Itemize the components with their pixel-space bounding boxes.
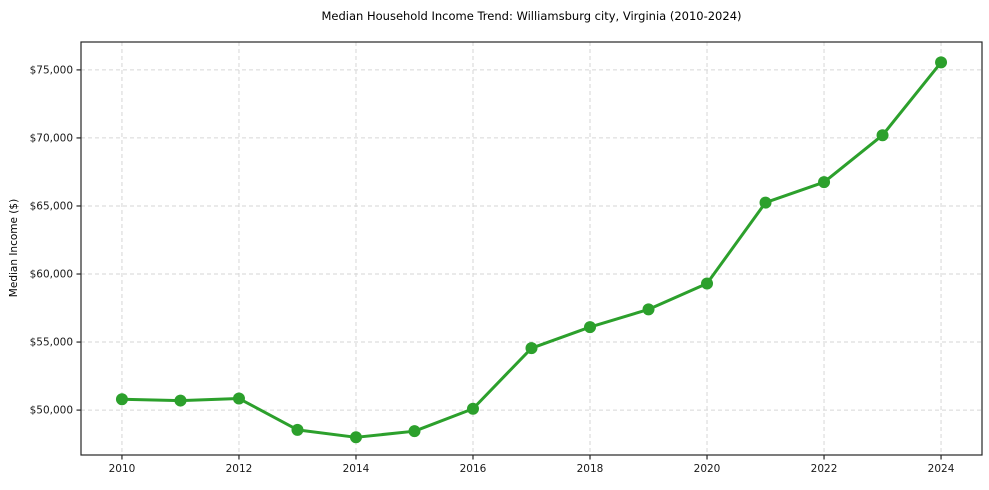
data-point xyxy=(115,393,128,406)
x-tick-label: 2022 xyxy=(811,463,838,475)
data-point xyxy=(466,402,479,415)
data-point xyxy=(701,277,714,290)
y-tick-label: $65,000 xyxy=(30,200,73,212)
x-tick-label: 2018 xyxy=(577,463,604,475)
data-point xyxy=(584,321,597,334)
y-tick-label: $50,000 xyxy=(30,405,73,417)
data-point xyxy=(349,431,362,444)
y-tick-label: $55,000 xyxy=(30,337,73,349)
y-axis-label: Median Income ($) xyxy=(8,198,20,298)
x-tick-label: 2012 xyxy=(226,463,253,475)
data-point xyxy=(818,176,831,189)
x-tick-label: 2020 xyxy=(694,463,721,475)
data-point xyxy=(935,56,948,69)
chart-title: Median Household Income Trend: Williamsb… xyxy=(321,9,742,23)
y-tick-label: $70,000 xyxy=(30,132,73,144)
x-tick-label: 2010 xyxy=(109,463,136,475)
data-point xyxy=(759,196,772,209)
data-point xyxy=(408,425,421,438)
data-point xyxy=(291,423,304,436)
data-point xyxy=(174,394,187,407)
data-point xyxy=(232,392,245,405)
data-point xyxy=(642,303,655,316)
trend-line xyxy=(120,60,943,439)
plot-border xyxy=(80,41,983,456)
x-tick-label: 2024 xyxy=(928,463,955,475)
x-tick-label: 2014 xyxy=(343,463,370,475)
x-tick-label: 2016 xyxy=(460,463,487,475)
data-point xyxy=(525,342,538,355)
y-tick-label: $75,000 xyxy=(30,64,73,76)
y-tick-label: $60,000 xyxy=(30,269,73,281)
data-point xyxy=(876,129,889,142)
